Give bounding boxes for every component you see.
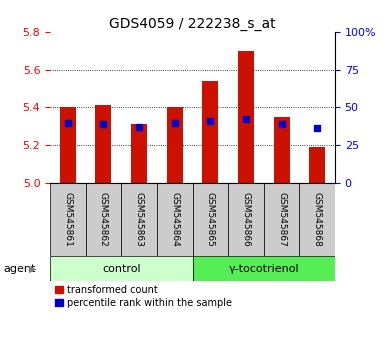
Bar [192,183,228,256]
Bar [202,81,218,183]
Bar [273,116,290,183]
Bar [192,256,335,281]
Text: GSM545863: GSM545863 [135,192,144,247]
Bar [60,107,76,183]
Bar [309,147,325,183]
Text: GSM545864: GSM545864 [170,192,179,247]
Bar [167,107,183,183]
Text: GSM545862: GSM545862 [99,192,108,247]
Text: ▶: ▶ [29,264,37,274]
Text: agent: agent [4,264,36,274]
Bar [95,105,112,183]
Bar [157,183,192,256]
Bar [50,256,192,281]
Text: GSM545861: GSM545861 [64,192,72,247]
Bar [238,51,254,183]
Bar [228,183,264,256]
Bar [50,183,85,256]
Bar [85,183,121,256]
Text: γ-tocotrienol: γ-tocotrienol [228,264,299,274]
Bar [131,124,147,183]
Title: GDS4059 / 222238_s_at: GDS4059 / 222238_s_at [109,17,276,31]
Text: GSM545868: GSM545868 [313,192,321,247]
Bar [300,183,335,256]
Bar [264,183,300,256]
Text: GSM545865: GSM545865 [206,192,215,247]
Text: GSM545867: GSM545867 [277,192,286,247]
Bar [121,183,157,256]
Text: GSM545866: GSM545866 [241,192,250,247]
Legend: transformed count, percentile rank within the sample: transformed count, percentile rank withi… [55,285,232,308]
Text: control: control [102,264,141,274]
